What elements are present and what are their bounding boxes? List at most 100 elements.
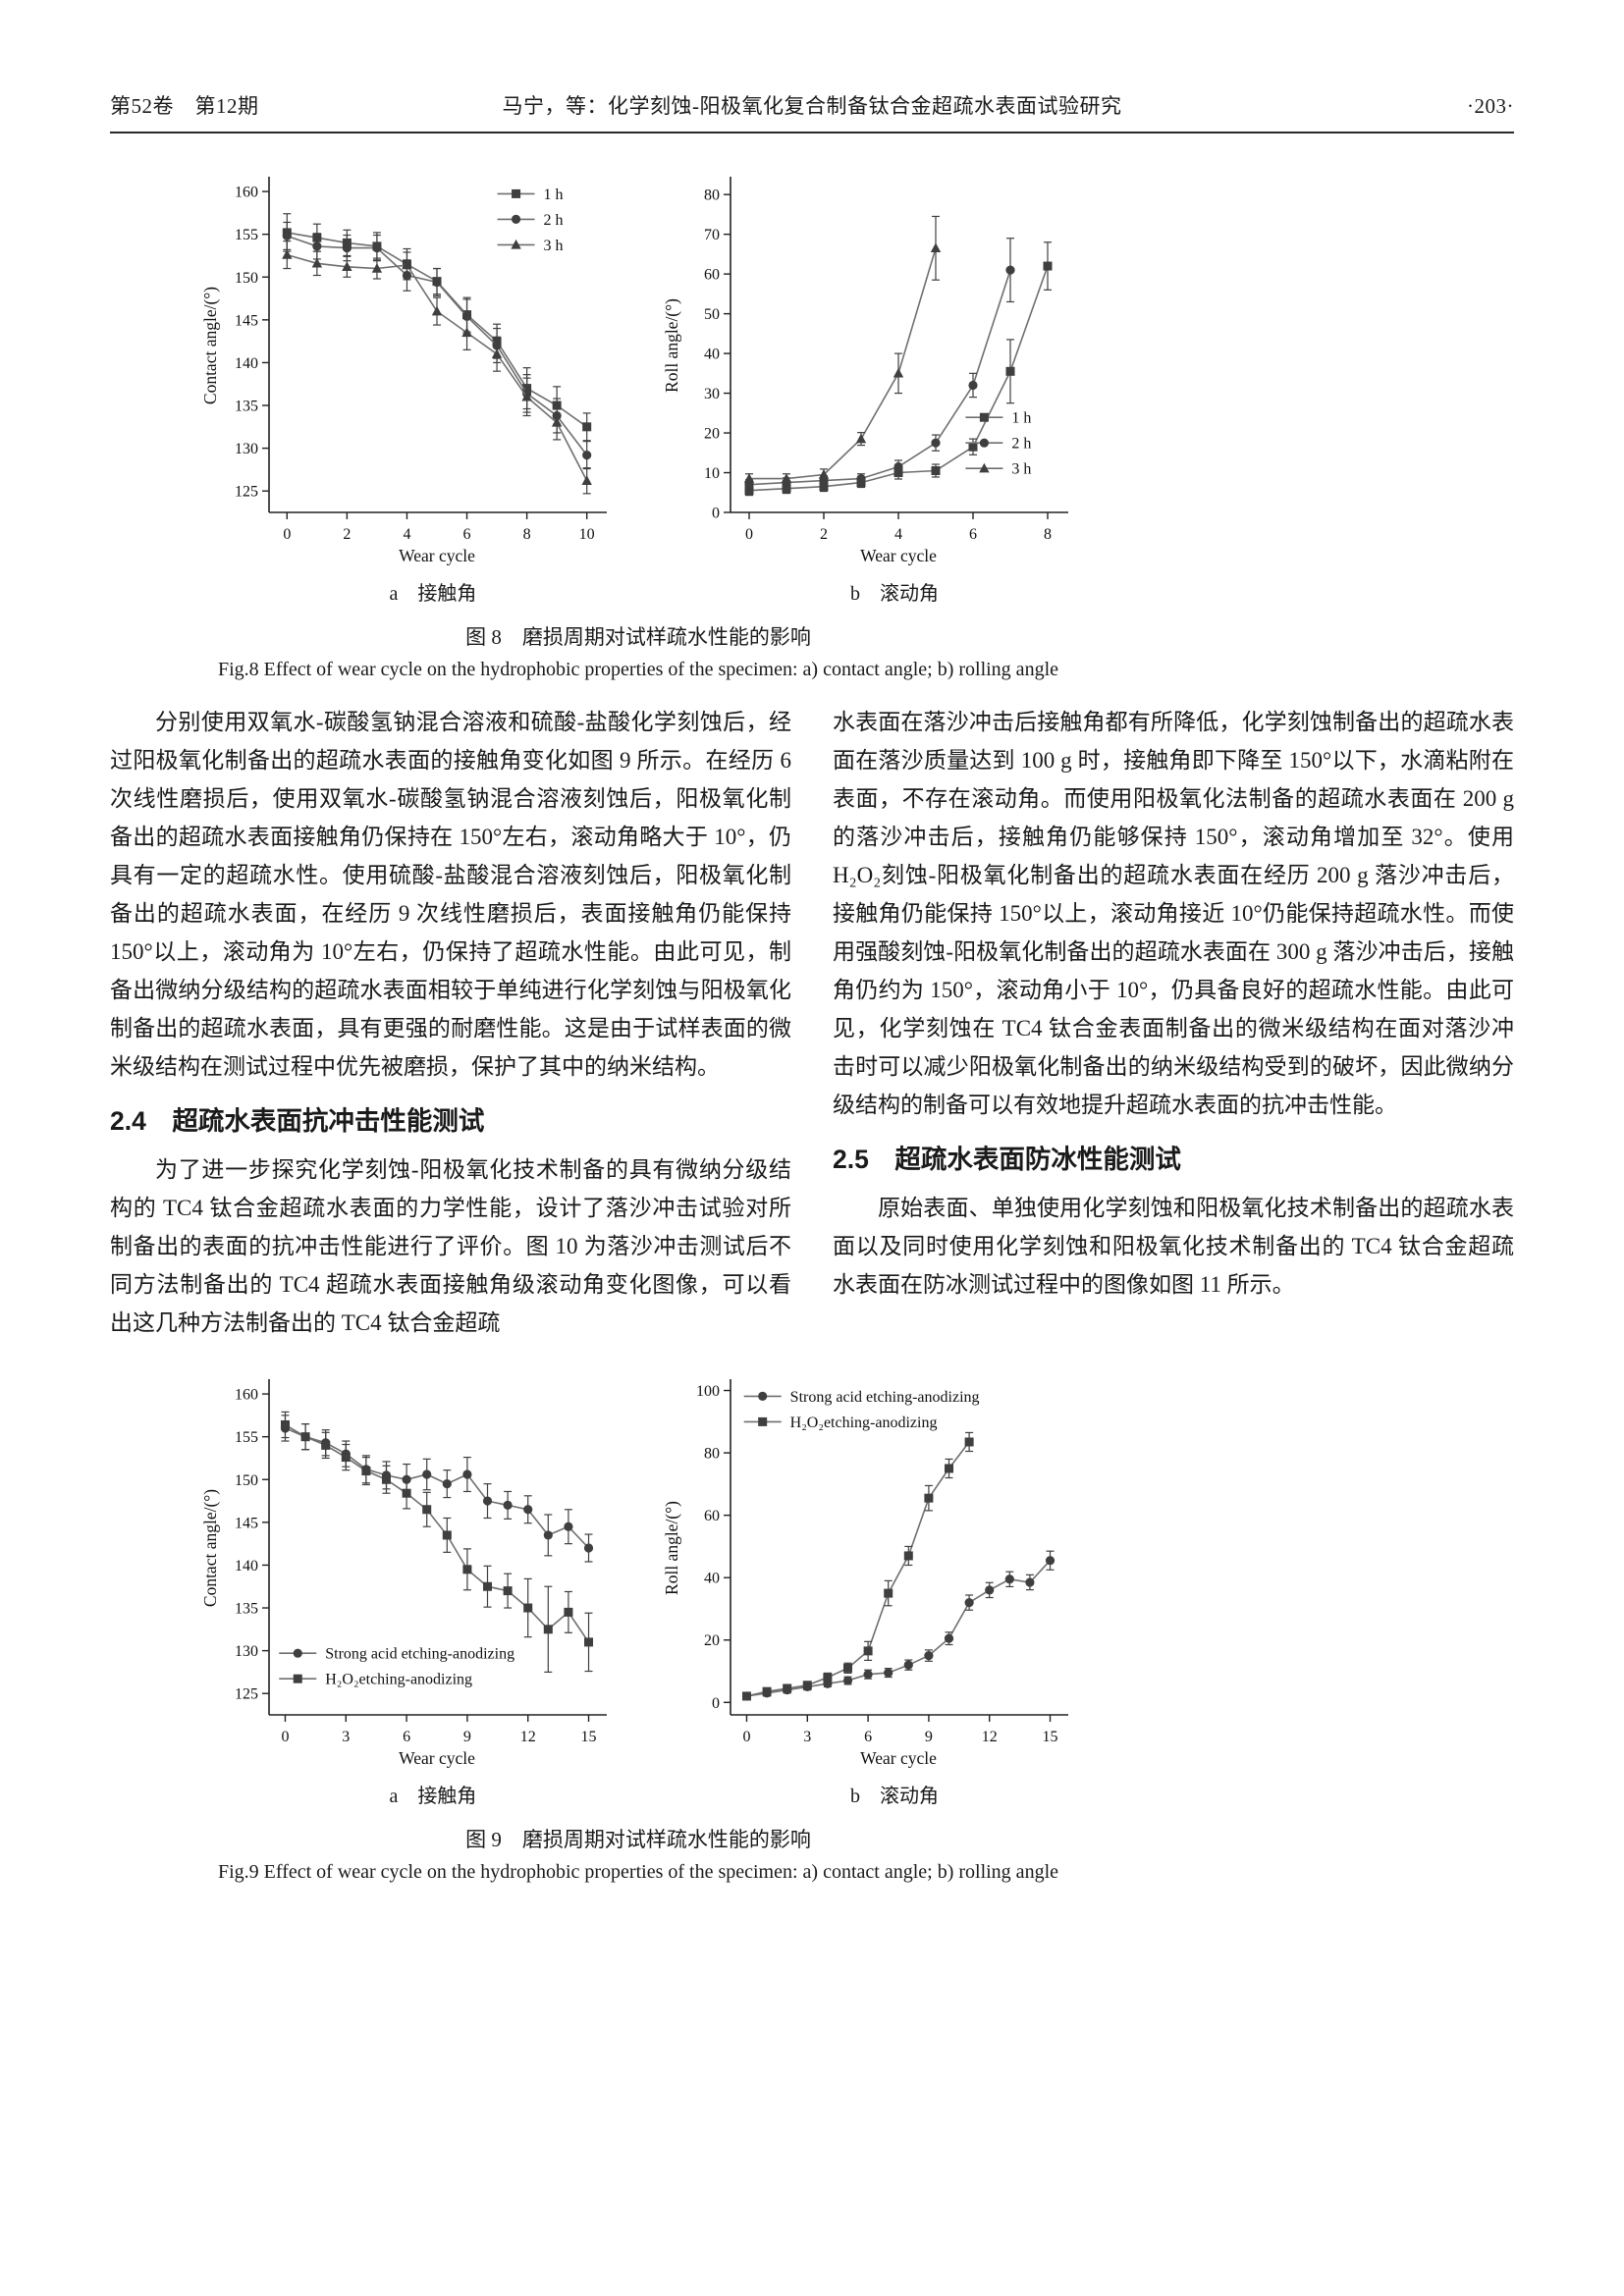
svg-text:80: 80 [704,1446,720,1463]
figure9a-subcaption: a 接触角 [389,1786,477,1807]
svg-text:20: 20 [704,426,720,443]
figure9-block: 0 3 6 9 12 15 125 130 135 140 145 150 155 160 Wear cyc… [157,1365,1119,1884]
svg-text:10: 10 [704,465,720,482]
svg-text:9: 9 [463,1729,471,1745]
section-heading-2-4: 2.4 超疏水表面抗冲击性能测试 [110,1106,485,1136]
svg-text:8: 8 [523,526,531,543]
svg-text:160: 160 [235,185,258,201]
svg-text:12: 12 [982,1729,998,1745]
svg-text:2 h: 2 h [1011,436,1031,453]
chart-fig8a-contact-angle: 0 2 4 6 8 10 125 130 135 140 145 150 155 160 Wear cycl… [200,177,607,565]
svg-text:155: 155 [235,227,258,243]
svg-text:1 h: 1 h [544,187,564,203]
svg-text:6: 6 [463,526,471,543]
svg-text:Strong acid etching-anodizing: Strong acid etching-anodizing [790,1389,980,1406]
svg-text:140: 140 [235,1558,258,1575]
svg-text:3: 3 [342,1729,350,1745]
svg-text:150: 150 [235,1472,258,1489]
body-column-right: 水表面在落沙冲击后接触角都有所降低，化学刻蚀制备出的超疏水表面在落沙质量达到 1… [833,703,1514,1342]
svg-text:6: 6 [403,1729,410,1745]
figure9-charts-row: 0 3 6 9 12 15 125 130 135 140 145 150 155 160 Wear cyc… [157,1365,1119,1808]
body-column-left: 分别使用双氧水-碳酸氢钠混合溶液和硫酸-盐酸化学刻蚀后，经过阳极氧化制备出的超疏… [110,703,791,1342]
svg-text:Wear cycle: Wear cycle [399,546,475,565]
svg-text:Wear cycle: Wear cycle [860,1748,937,1768]
figure8-block: 0 2 4 6 8 10 125 130 135 140 145 150 155 160 Wear cycl… [157,163,1119,681]
page-header: 马宁，等：化学刻蚀-阳极氧化复合制备钛合金超疏水表面试验研究 第52卷 第12期… [110,90,1514,133]
svg-text:60: 60 [704,267,720,284]
svg-text:Contact angle/(°): Contact angle/(°) [200,287,220,404]
svg-text:50: 50 [704,306,720,323]
svg-text:0: 0 [281,1729,289,1745]
svg-text:3 h: 3 h [544,238,564,254]
paragraph: 为了进一步探究化学刻蚀-阳极氧化技术制备的具有微纳分级结构的 TC4 钛合金超疏… [110,1157,791,1335]
svg-text:6: 6 [969,526,977,543]
svg-text:140: 140 [235,355,258,372]
svg-text:40: 40 [704,1571,720,1587]
svg-text:30: 30 [704,386,720,402]
figure8b-unit: 0 2 4 6 8 0 10 20 30 40 50 60 70 80 Wear cycle Roll ang… [658,163,1080,606]
section-heading-2-5: 2.5 超疏水表面防冰性能测试 [833,1145,1181,1174]
svg-text:Roll angle/(°): Roll angle/(°) [662,298,681,393]
figure8a-subcaption: a 接触角 [389,583,477,605]
chart-fig9b-roll-angle: 0 3 6 9 12 15 0 20 40 60 80 100 Wear cycle Roll angle… [662,1379,1068,1768]
figure8-caption-en: Fig.8 Effect of wear cycle on the hydrop… [218,659,1058,680]
paragraph: 分别使用双氧水-碳酸氢钠混合溶液和硫酸-盐酸化学刻蚀后，经过阳极氧化制备出的超疏… [110,710,791,1079]
page-number: ·203· [1467,94,1514,118]
figure9a-unit: 0 3 6 9 12 15 125 130 135 140 145 150 155 160 Wear cyc… [196,1365,619,1808]
svg-text:6: 6 [864,1729,872,1745]
svg-text:1 h: 1 h [1011,410,1031,427]
body-columns: 分别使用双氧水-碳酸氢钠混合溶液和硫酸-盐酸化学刻蚀后，经过阳极氧化制备出的超疏… [110,703,1514,1342]
svg-text:135: 135 [235,1601,258,1618]
svg-text:2 h: 2 h [544,212,564,229]
svg-text:150: 150 [235,270,258,287]
figure9b-subcaption: b 滚动角 [850,1786,939,1807]
svg-text:2: 2 [343,526,351,543]
svg-text:15: 15 [1043,1729,1058,1745]
figure9b-unit: 0 3 6 9 12 15 0 20 40 60 80 100 Wear cycle Roll angle… [658,1365,1080,1808]
svg-text:0: 0 [742,1729,750,1745]
svg-text:60: 60 [704,1508,720,1524]
svg-text:3: 3 [803,1729,811,1745]
svg-text:H₂O₂etching-anodizing: H₂O₂etching-anodizing [325,1672,472,1688]
svg-text:145: 145 [235,1515,258,1531]
svg-text:125: 125 [235,1686,258,1703]
svg-text:125: 125 [235,484,258,501]
figure8b-subcaption: b 滚动角 [850,583,939,605]
svg-text:100: 100 [696,1383,720,1400]
figure9-caption-en: Fig.9 Effect of wear cycle on the hydrop… [218,1861,1058,1883]
chart-fig9a-contact-angle: 0 3 6 9 12 15 125 130 135 140 145 150 155 160 Wear cyc… [200,1379,607,1768]
figure9-caption-zh: 图 9 磨损周期对试样疏水性能的影响 [465,1828,811,1851]
svg-text:130: 130 [235,441,258,457]
svg-text:3 h: 3 h [1011,461,1031,478]
svg-text:2: 2 [820,526,828,543]
figure8-charts-row: 0 2 4 6 8 10 125 130 135 140 145 150 155 160 Wear cycl… [157,163,1119,606]
svg-text:0: 0 [745,526,753,543]
svg-text:4: 4 [403,526,410,543]
svg-text:8: 8 [1044,526,1052,543]
svg-text:135: 135 [235,399,258,415]
figure8-caption-zh: 图 8 磨损周期对试样疏水性能的影响 [465,625,811,649]
svg-text:12: 12 [520,1729,536,1745]
svg-text:Wear cycle: Wear cycle [860,546,937,565]
svg-text:0: 0 [712,506,720,522]
svg-text:0: 0 [712,1695,720,1712]
svg-text:20: 20 [704,1632,720,1649]
paragraph: 原始表面、单独使用化学刻蚀和阳极氧化技术制备出的超疏水表面以及同时使用化学刻蚀和… [833,1196,1514,1297]
svg-text:15: 15 [581,1729,597,1745]
svg-text:80: 80 [704,187,720,204]
svg-text:130: 130 [235,1643,258,1660]
svg-text:4: 4 [894,526,902,543]
svg-text:10: 10 [579,526,595,543]
figure8a-unit: 0 2 4 6 8 10 125 130 135 140 145 150 155 160 Wear cycl… [196,163,619,606]
svg-text:40: 40 [704,347,720,363]
svg-text:Wear cycle: Wear cycle [399,1748,475,1768]
svg-text:Strong acid etching-anodizing: Strong acid etching-anodizing [325,1646,514,1663]
svg-text:155: 155 [235,1429,258,1446]
paragraph: 水表面在落沙冲击后接触角都有所降低，化学刻蚀制备出的超疏水表面在落沙质量达到 1… [833,710,1514,1117]
volume-issue: 第52卷 第12期 [110,94,259,118]
svg-text:Roll angle/(°): Roll angle/(°) [662,1501,681,1595]
svg-text:0: 0 [283,526,291,543]
svg-text:9: 9 [925,1729,933,1745]
